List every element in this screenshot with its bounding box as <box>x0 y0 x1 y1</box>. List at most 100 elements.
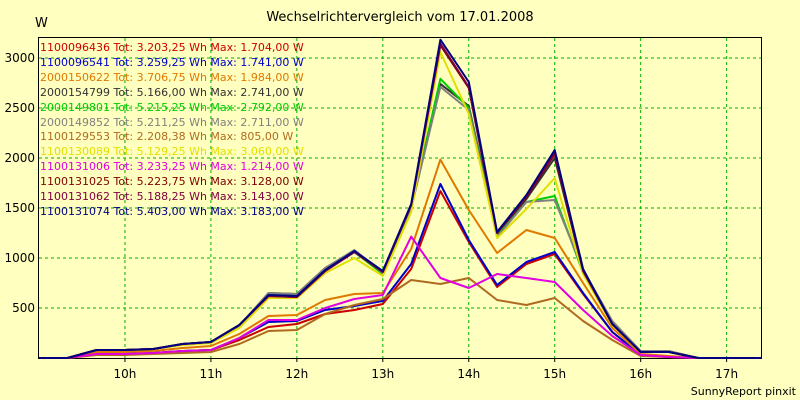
legend-max-label: Max: <box>206 100 241 114</box>
legend-series-name: 1100096436 <box>40 41 110 54</box>
legend-max-unit: W <box>289 85 304 99</box>
legend-max-unit: W <box>289 41 304 54</box>
legend-max-unit: W <box>289 204 304 218</box>
y-axis-unit: W <box>35 16 48 31</box>
legend-total-label: Tot: <box>110 100 137 114</box>
x-tick-label: 10h <box>114 367 137 381</box>
legend-item: 1100130089 Tot: 5.129,25 Wh Max: 3.060,0… <box>40 145 304 160</box>
x-tick-label: 17h <box>715 367 738 381</box>
legend-series-name: 2000150622 <box>40 70 110 84</box>
legend-total-unit: Wh <box>185 160 207 174</box>
legend-total-label: Tot: <box>110 160 137 174</box>
legend-series-name: 1100131062 <box>40 190 110 204</box>
legend-series-name: 1100096541 <box>40 55 110 69</box>
legend-total-label: Tot: <box>110 204 137 218</box>
legend-max-label: Max: <box>206 175 241 189</box>
legend-total-value: 5.188,25 <box>136 190 186 204</box>
legend-max-unit: W <box>289 100 304 114</box>
legend-max-unit: W <box>278 130 294 144</box>
legend-series-name: 2000154799 <box>40 85 110 99</box>
legend-item: 1100131025 Tot: 5.223,75 Wh Max: 3.128,0… <box>40 175 304 190</box>
legend-max-label: Max: <box>206 115 241 129</box>
legend-total-value: 5.211,25 <box>136 115 186 129</box>
legend-max-value: 3.128,00 <box>240 175 290 189</box>
legend-max-label: Max: <box>206 160 241 174</box>
x-tick-label: 11h <box>199 367 222 381</box>
legend-total-value: 3.706,75 <box>136 70 186 84</box>
legend-max-unit: W <box>289 160 304 174</box>
legend-total-label: Tot: <box>110 130 137 144</box>
legend-item: 1100096541 Tot: 3.259,25 Wh Max: 1.741,0… <box>40 56 304 71</box>
legend-item: 2000150622 Tot: 3.706,75 Wh Max: 1.984,0… <box>40 71 304 86</box>
x-tick-label: 16h <box>629 367 652 381</box>
legend-total-label: Tot: <box>110 85 137 99</box>
legend-total-unit: Wh <box>185 175 207 189</box>
series-line-1100131074 <box>39 38 761 359</box>
legend-item: 1100096436 Tot: 3.203,25 Wh Max: 1.704,0… <box>40 41 304 56</box>
plot-area <box>38 37 762 359</box>
legend-max-label: Max: <box>206 145 241 159</box>
legend-max-value: 1.704,00 <box>240 41 290 54</box>
legend-total-value: 5.215,25 <box>136 100 186 114</box>
y-tick-label: 1500 <box>4 201 35 215</box>
legend-total-value: 2.208,38 <box>136 130 186 144</box>
legend-total-label: Tot: <box>110 70 137 84</box>
legend: 1100096436 Tot: 3.203,25 Wh Max: 1.704,0… <box>40 41 304 220</box>
legend-max-label: Max: <box>206 204 241 218</box>
legend-max-unit: W <box>289 70 304 84</box>
legend-max-value: 3.183,00 <box>240 204 290 218</box>
legend-series-name: 2000149852 <box>40 115 110 129</box>
legend-total-unit: Wh <box>185 115 207 129</box>
legend-max-value: 1.741,00 <box>240 55 290 69</box>
legend-max-value: 1.214,00 <box>240 160 290 174</box>
legend-total-label: Tot: <box>110 55 137 69</box>
legend-series-name: 2000149801 <box>40 100 110 114</box>
x-tick-label: 12h <box>285 367 308 381</box>
y-tick-label: 500 <box>12 301 35 315</box>
legend-total-label: Tot: <box>110 145 137 159</box>
legend-total-unit: Wh <box>185 204 207 218</box>
legend-item: 2000149852 Tot: 5.211,25 Wh Max: 2.711,0… <box>40 116 304 131</box>
legend-total-label: Tot: <box>110 190 137 204</box>
legend-series-name: 1100131074 <box>40 204 110 218</box>
legend-max-label: Max: <box>206 70 241 84</box>
legend-max-label: Max: <box>206 41 241 54</box>
legend-total-unit: Wh <box>185 145 207 159</box>
legend-item: 1100131074 Tot: 5.403,00 Wh Max: 3.183,0… <box>40 205 304 220</box>
y-tick-label: 3000 <box>4 51 35 65</box>
legend-max-label: Max: <box>206 85 241 99</box>
legend-total-value: 3.259,25 <box>136 55 186 69</box>
legend-max-value: 3.060,00 <box>240 145 290 159</box>
legend-total-unit: Wh <box>185 41 207 54</box>
series-line-1100131006 <box>39 235 761 359</box>
legend-max-unit: W <box>289 175 304 189</box>
legend-max-label: Max: <box>206 190 241 204</box>
legend-max-label: Max: <box>206 55 241 69</box>
legend-total-unit: Wh <box>185 130 207 144</box>
legend-max-value: 3.143,00 <box>240 190 290 204</box>
legend-max-unit: W <box>289 190 304 204</box>
footer-credit: SunnyReport pinxit <box>690 385 796 398</box>
legend-series-name: 1100130089 <box>40 145 110 159</box>
legend-total-label: Tot: <box>110 115 137 129</box>
legend-series-name: 1100131006 <box>40 160 110 174</box>
y-tick-label: 2500 <box>4 101 35 115</box>
legend-total-value: 5.403,00 <box>136 204 186 218</box>
legend-total-unit: Wh <box>185 190 207 204</box>
legend-total-value: 3.203,25 <box>136 41 186 54</box>
legend-total-label: Tot: <box>110 41 137 54</box>
legend-max-value: 2.792,00 <box>240 100 290 114</box>
legend-total-value: 5.166,00 <box>136 85 186 99</box>
legend-max-value: 805,00 <box>240 130 279 144</box>
legend-total-value: 5.129,25 <box>136 145 186 159</box>
legend-max-value: 1.984,00 <box>240 70 290 84</box>
y-tick-label: 1000 <box>4 251 35 265</box>
legend-max-unit: W <box>289 145 304 159</box>
y-tick-label: 2000 <box>4 151 35 165</box>
series-line-2000150622 <box>39 158 761 359</box>
legend-total-unit: Wh <box>185 85 207 99</box>
legend-total-unit: Wh <box>185 55 207 69</box>
legend-item: 2000154799 Tot: 5.166,00 Wh Max: 2.741,0… <box>40 86 304 101</box>
series-line-1100129553 <box>39 277 761 359</box>
